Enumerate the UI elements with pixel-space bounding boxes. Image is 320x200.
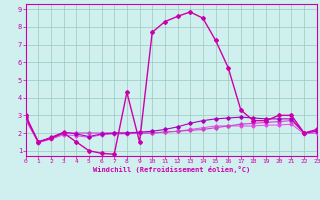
X-axis label: Windchill (Refroidissement éolien,°C): Windchill (Refroidissement éolien,°C) (92, 166, 250, 173)
